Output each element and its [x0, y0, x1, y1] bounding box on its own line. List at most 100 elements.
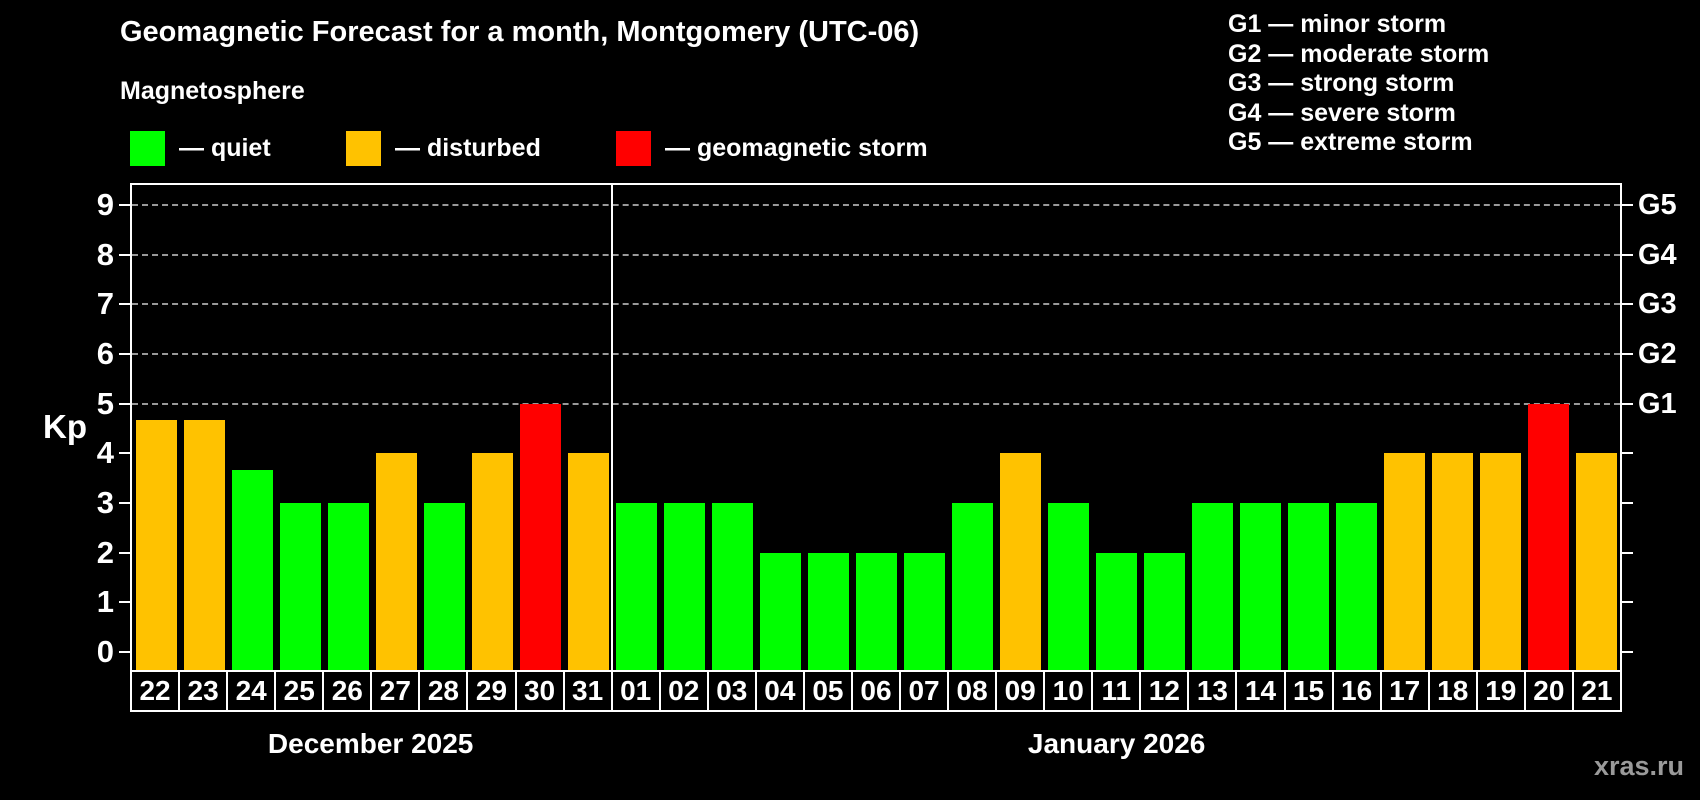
bar-slot: [1092, 185, 1140, 672]
plot-area: 0 1 2 3 4 5 6 7 8 9 G1 G2 G3 G4 G5: [97, 183, 1677, 672]
kp-bar: [183, 420, 225, 672]
month-divider-line: [611, 185, 613, 672]
x-axis-day-cell: 06: [850, 670, 901, 712]
axis-tick: [119, 203, 132, 206]
kp-bar: [1527, 403, 1569, 672]
axis-tick: [1620, 253, 1633, 256]
right-axis-label: G5: [1638, 188, 1677, 221]
g-legend-row: G1 — minor storm: [1228, 10, 1447, 38]
bar-slot: [1284, 185, 1332, 672]
storm-color-swatch-icon: [616, 130, 651, 166]
kp-bar: [471, 453, 513, 672]
bars-layer: [132, 185, 1620, 672]
kp-bar: [279, 503, 321, 672]
bar-slot: [372, 185, 420, 672]
g-legend-row: G4 — severe storm: [1228, 98, 1456, 127]
legend-item-quiet: — quiet: [130, 130, 271, 166]
gridline: [132, 352, 1620, 355]
bar-slot: [516, 185, 564, 672]
axis-tick: [119, 651, 132, 654]
kp-bar: [1575, 453, 1617, 672]
gridline: [132, 303, 1620, 306]
bar-slot: [1428, 185, 1476, 672]
y-tick-label: 8: [96, 236, 114, 272]
x-axis-day-cell: 23: [178, 670, 229, 712]
gridline: [132, 402, 1620, 405]
x-axis-day-cell: 31: [562, 670, 613, 712]
x-axis-day-cell: 22: [130, 670, 181, 712]
bar-slot: [420, 185, 468, 672]
kp-bar: [1239, 503, 1281, 672]
x-axis-day-cell: 10: [1043, 670, 1094, 712]
axis-tick: [119, 452, 132, 455]
legend-label-quiet: — quiet: [179, 133, 271, 162]
x-axis-day-cell: 05: [802, 670, 853, 712]
kp-bar: [1479, 453, 1521, 672]
bar-slot: [1332, 185, 1380, 672]
page-title: Geomagnetic Forecast for a month, Montgo…: [120, 16, 920, 48]
axis-tick: [1620, 303, 1633, 306]
kp-bar: [759, 552, 801, 672]
bar-slot: [852, 185, 900, 672]
right-axis-label: G1: [1638, 387, 1677, 420]
kp-bar: [711, 503, 753, 672]
bar-slot: [804, 185, 852, 672]
x-axis-day-cell: 29: [466, 670, 517, 712]
bar-slot: [996, 185, 1044, 672]
bar-slot: [276, 185, 324, 672]
g-scale-legend: G1 — minor storm G2 — moderate storm G3 — …: [1228, 10, 1489, 158]
x-axis-day-cell: 20: [1523, 670, 1574, 712]
kp-bar: [375, 453, 417, 672]
axis-tick: [1620, 203, 1633, 206]
axis-tick: [1620, 352, 1633, 355]
chart-subtitle: Magnetosphere: [120, 77, 305, 105]
bar-slot: [1236, 185, 1284, 672]
kp-bar: [1335, 503, 1377, 672]
kp-bar: [423, 503, 465, 672]
bar-slot: [1572, 185, 1620, 672]
bar-slot: [708, 185, 756, 672]
y-tick-label: 6: [96, 335, 114, 371]
x-axis-day-cell: 30: [514, 670, 565, 712]
axis-tick: [119, 402, 132, 405]
axis-tick: [119, 502, 132, 505]
x-axis-day-cell: 04: [754, 670, 805, 712]
axis-tick: [119, 253, 132, 256]
right-axis-label: G4: [1638, 238, 1677, 271]
axis-tick: [119, 551, 132, 554]
kp-bar: [1431, 453, 1473, 672]
x-axis-day-cell: 13: [1187, 670, 1238, 712]
y-tick-label: 9: [96, 186, 114, 222]
kp-bar: [327, 503, 369, 672]
watermark-text: xras.ru: [1593, 751, 1684, 781]
bar-slot: [132, 185, 180, 672]
x-axis-day-cell: 26: [322, 670, 373, 712]
kp-bar: [663, 503, 705, 672]
kp-bar: [567, 453, 609, 672]
bar-slot: [324, 185, 372, 672]
kp-bar: [903, 552, 945, 672]
disturbed-color-swatch-icon: [346, 130, 381, 166]
bar-slot: [1044, 185, 1092, 672]
legend-item-storm: — geomagnetic storm: [616, 130, 928, 166]
y-tick-label: 3: [96, 485, 114, 521]
bar-slot: [228, 185, 276, 672]
kp-bar: [1287, 503, 1329, 672]
x-axis-day-cell: 12: [1139, 670, 1190, 712]
x-axis-day-cell: 07: [899, 670, 950, 712]
day-axis-row: 22 23 24 25 26 27 28 29 30 31 01 02 03 04 05 06 07 08 09 10…: [130, 670, 1622, 712]
x-axis-day-cell: 03: [706, 670, 757, 712]
kp-bar: [855, 552, 897, 672]
gridline: [132, 253, 1620, 256]
bar-slot: [1380, 185, 1428, 672]
month-label: January 2026: [1027, 728, 1206, 759]
axis-tick: [119, 352, 132, 355]
x-axis-day-cell: 16: [1331, 670, 1382, 712]
x-axis-day-cell: 27: [370, 670, 421, 712]
kp-bar: [1143, 552, 1185, 672]
kp-bar: [807, 552, 849, 672]
bar-slot: [468, 185, 516, 672]
x-axis-day-cell: 08: [947, 670, 998, 712]
y-tick-label: 2: [96, 534, 114, 570]
bar-slot: [948, 185, 996, 672]
